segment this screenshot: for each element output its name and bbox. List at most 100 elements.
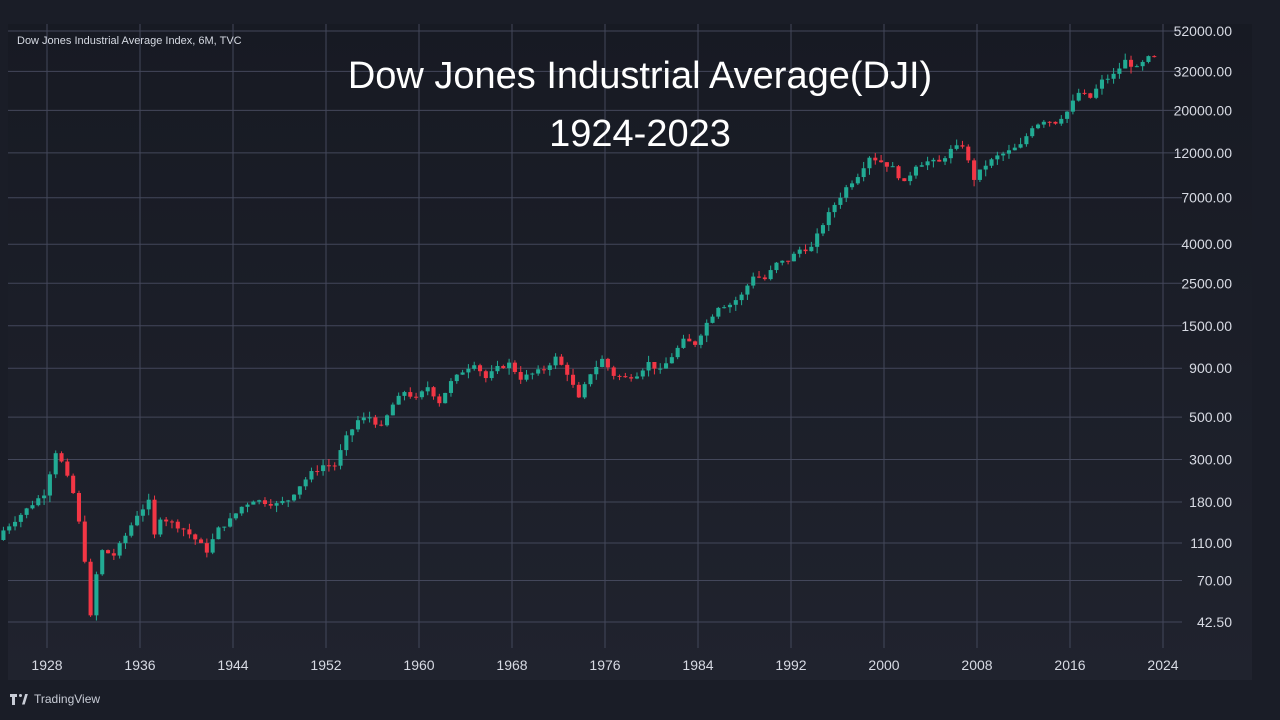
candle-body: [472, 365, 477, 369]
candle-body: [681, 338, 686, 348]
candle-body: [501, 366, 506, 369]
tradingview-logo-icon: [10, 693, 28, 705]
candle-body: [594, 366, 599, 375]
brand-footer[interactable]: TradingView: [10, 692, 100, 706]
y-tick-label: 12000.00: [1174, 145, 1233, 161]
candle-body: [536, 369, 541, 374]
candle-body: [1082, 92, 1087, 94]
candle-body: [855, 177, 860, 184]
candle-body: [245, 504, 250, 507]
candle-body: [384, 415, 390, 426]
candle-body: [332, 465, 337, 467]
candle-body: [437, 396, 442, 404]
candle-body: [146, 499, 151, 510]
candle-body: [111, 553, 116, 556]
candle-body: [774, 262, 779, 271]
candle-body: [18, 514, 23, 522]
candle-body: [129, 525, 134, 536]
candle-body: [1076, 92, 1081, 101]
candle-body: [193, 534, 198, 540]
candle-body: [175, 521, 180, 529]
candle-body: [948, 148, 953, 159]
candle-body: [361, 417, 366, 421]
candle-body: [268, 503, 273, 506]
candle-body: [1111, 73, 1116, 79]
candle-body: [570, 374, 576, 385]
candle-body: [7, 526, 12, 531]
candle-body: [518, 371, 523, 380]
candle-body: [960, 145, 965, 147]
candle-body: [286, 500, 291, 502]
candle-body: [1, 530, 6, 540]
candle-body: [315, 471, 320, 473]
x-tick-label: 1928: [31, 657, 62, 673]
candle-body: [704, 322, 709, 336]
candle-body: [977, 169, 982, 180]
axis-layer: 52000.00 32000.00 20000.00 12000.00 7000.00 4…: [31, 23, 1232, 673]
candle-body: [210, 539, 215, 553]
candle-body: [257, 500, 262, 502]
candle-body: [228, 518, 233, 527]
candle-body: [675, 347, 680, 358]
candle-body: [448, 381, 454, 393]
candle-body: [756, 276, 762, 278]
candle-body: [1140, 61, 1145, 67]
candle-body: [53, 453, 58, 475]
candle-body: [88, 561, 93, 616]
candle-body: [530, 373, 535, 375]
candle-body: [100, 550, 105, 575]
candle-body: [65, 461, 70, 476]
candle-body: [582, 384, 587, 398]
candle-body: [559, 356, 564, 365]
candle-body: [251, 501, 256, 505]
candle-body: [693, 341, 698, 345]
y-tick-label: 52000.00: [1174, 23, 1233, 39]
y-tick-label: 70.00: [1197, 573, 1232, 589]
candle-body: [629, 377, 634, 379]
candle-body: [1146, 56, 1151, 62]
candle-body: [1012, 147, 1017, 151]
y-tick-label: 900.00: [1189, 360, 1232, 376]
x-tick-label: 1992: [775, 657, 806, 673]
candle-body: [838, 197, 843, 205]
candle-body: [1006, 150, 1012, 154]
chart-svg: 52000.00 32000.00 20000.00 12000.00 7000.00 4…: [1, 23, 1232, 673]
candle-body: [169, 521, 175, 523]
candle-body: [541, 369, 547, 371]
candle-body: [460, 372, 465, 375]
candle-body: [338, 450, 343, 466]
candle-body: [1070, 100, 1075, 112]
candle-body: [751, 276, 756, 286]
candle-body: [379, 424, 384, 426]
x-tick-label: 1944: [217, 657, 248, 673]
x-tick-label: 1968: [496, 657, 527, 673]
candle-body: [1117, 68, 1122, 74]
candle-body: [1035, 124, 1041, 129]
candle-body: [233, 513, 238, 519]
candle-body: [123, 535, 128, 544]
candle-body: [942, 158, 948, 162]
candle-body: [390, 404, 395, 416]
candle-body: [466, 368, 471, 373]
candle-body: [303, 479, 308, 487]
x-tick-label: 1960: [403, 657, 434, 673]
candle-body: [727, 304, 733, 308]
candle-body: [309, 471, 314, 480]
candle-body: [972, 160, 977, 180]
candle-body: [344, 435, 349, 451]
candle-body: [443, 392, 448, 404]
candle-body: [739, 294, 744, 301]
candle-body: [1099, 79, 1105, 89]
candle-body: [605, 358, 610, 368]
candle-body: [489, 371, 494, 379]
candle-body: [768, 270, 773, 280]
candle-body: [152, 499, 157, 535]
candle-body: [786, 260, 791, 262]
candle-body: [663, 363, 669, 369]
y-tick-label: 7000.00: [1181, 190, 1232, 206]
candle-body: [30, 505, 35, 509]
candle-body: [321, 465, 326, 472]
y-tick-label: 180.00: [1189, 494, 1232, 510]
candle-body: [640, 370, 645, 377]
grid-layer: [8, 24, 1182, 648]
